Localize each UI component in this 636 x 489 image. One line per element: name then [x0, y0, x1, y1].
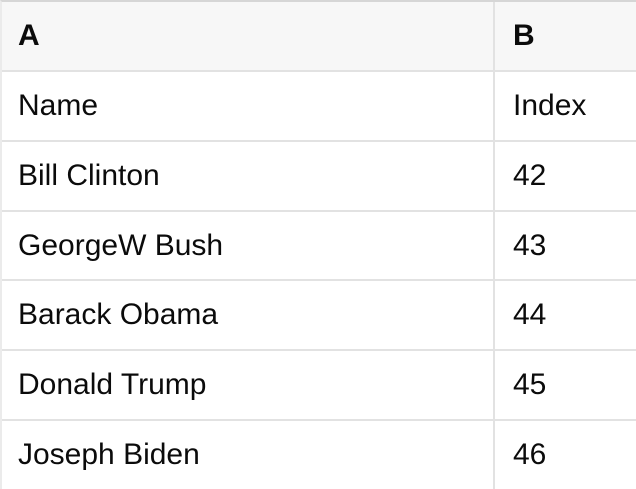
table-row: Donald Trump 45: [2, 351, 636, 422]
table-row: Barack Obama 44: [2, 281, 636, 352]
cell-index[interactable]: 43: [513, 228, 547, 262]
cell-index[interactable]: 46: [513, 438, 547, 472]
table-row: GeorgeW Bush 43: [2, 211, 636, 282]
table-row: Bill Clinton 42: [2, 141, 636, 212]
cell-name[interactable]: Joseph Biden: [2, 421, 495, 489]
column-header-b[interactable]: B: [513, 18, 535, 52]
cell-index[interactable]: 42: [513, 158, 547, 192]
column-header-row: A B: [2, 2, 636, 72]
cell-name[interactable]: Bill Clinton: [2, 141, 495, 210]
cell-name[interactable]: Donald Trump: [2, 351, 495, 420]
cell-name[interactable]: Barack Obama: [2, 281, 495, 350]
table-row: Name Index: [2, 71, 636, 142]
cell-index[interactable]: Index: [513, 88, 587, 122]
cell-name[interactable]: Name: [2, 71, 495, 140]
cell-index[interactable]: 44: [513, 298, 547, 332]
cell-index[interactable]: 45: [513, 368, 547, 402]
column-header-a[interactable]: A: [2, 2, 495, 70]
table-row: Joseph Biden 46: [2, 421, 636, 489]
cell-name[interactable]: GeorgeW Bush: [2, 211, 495, 280]
